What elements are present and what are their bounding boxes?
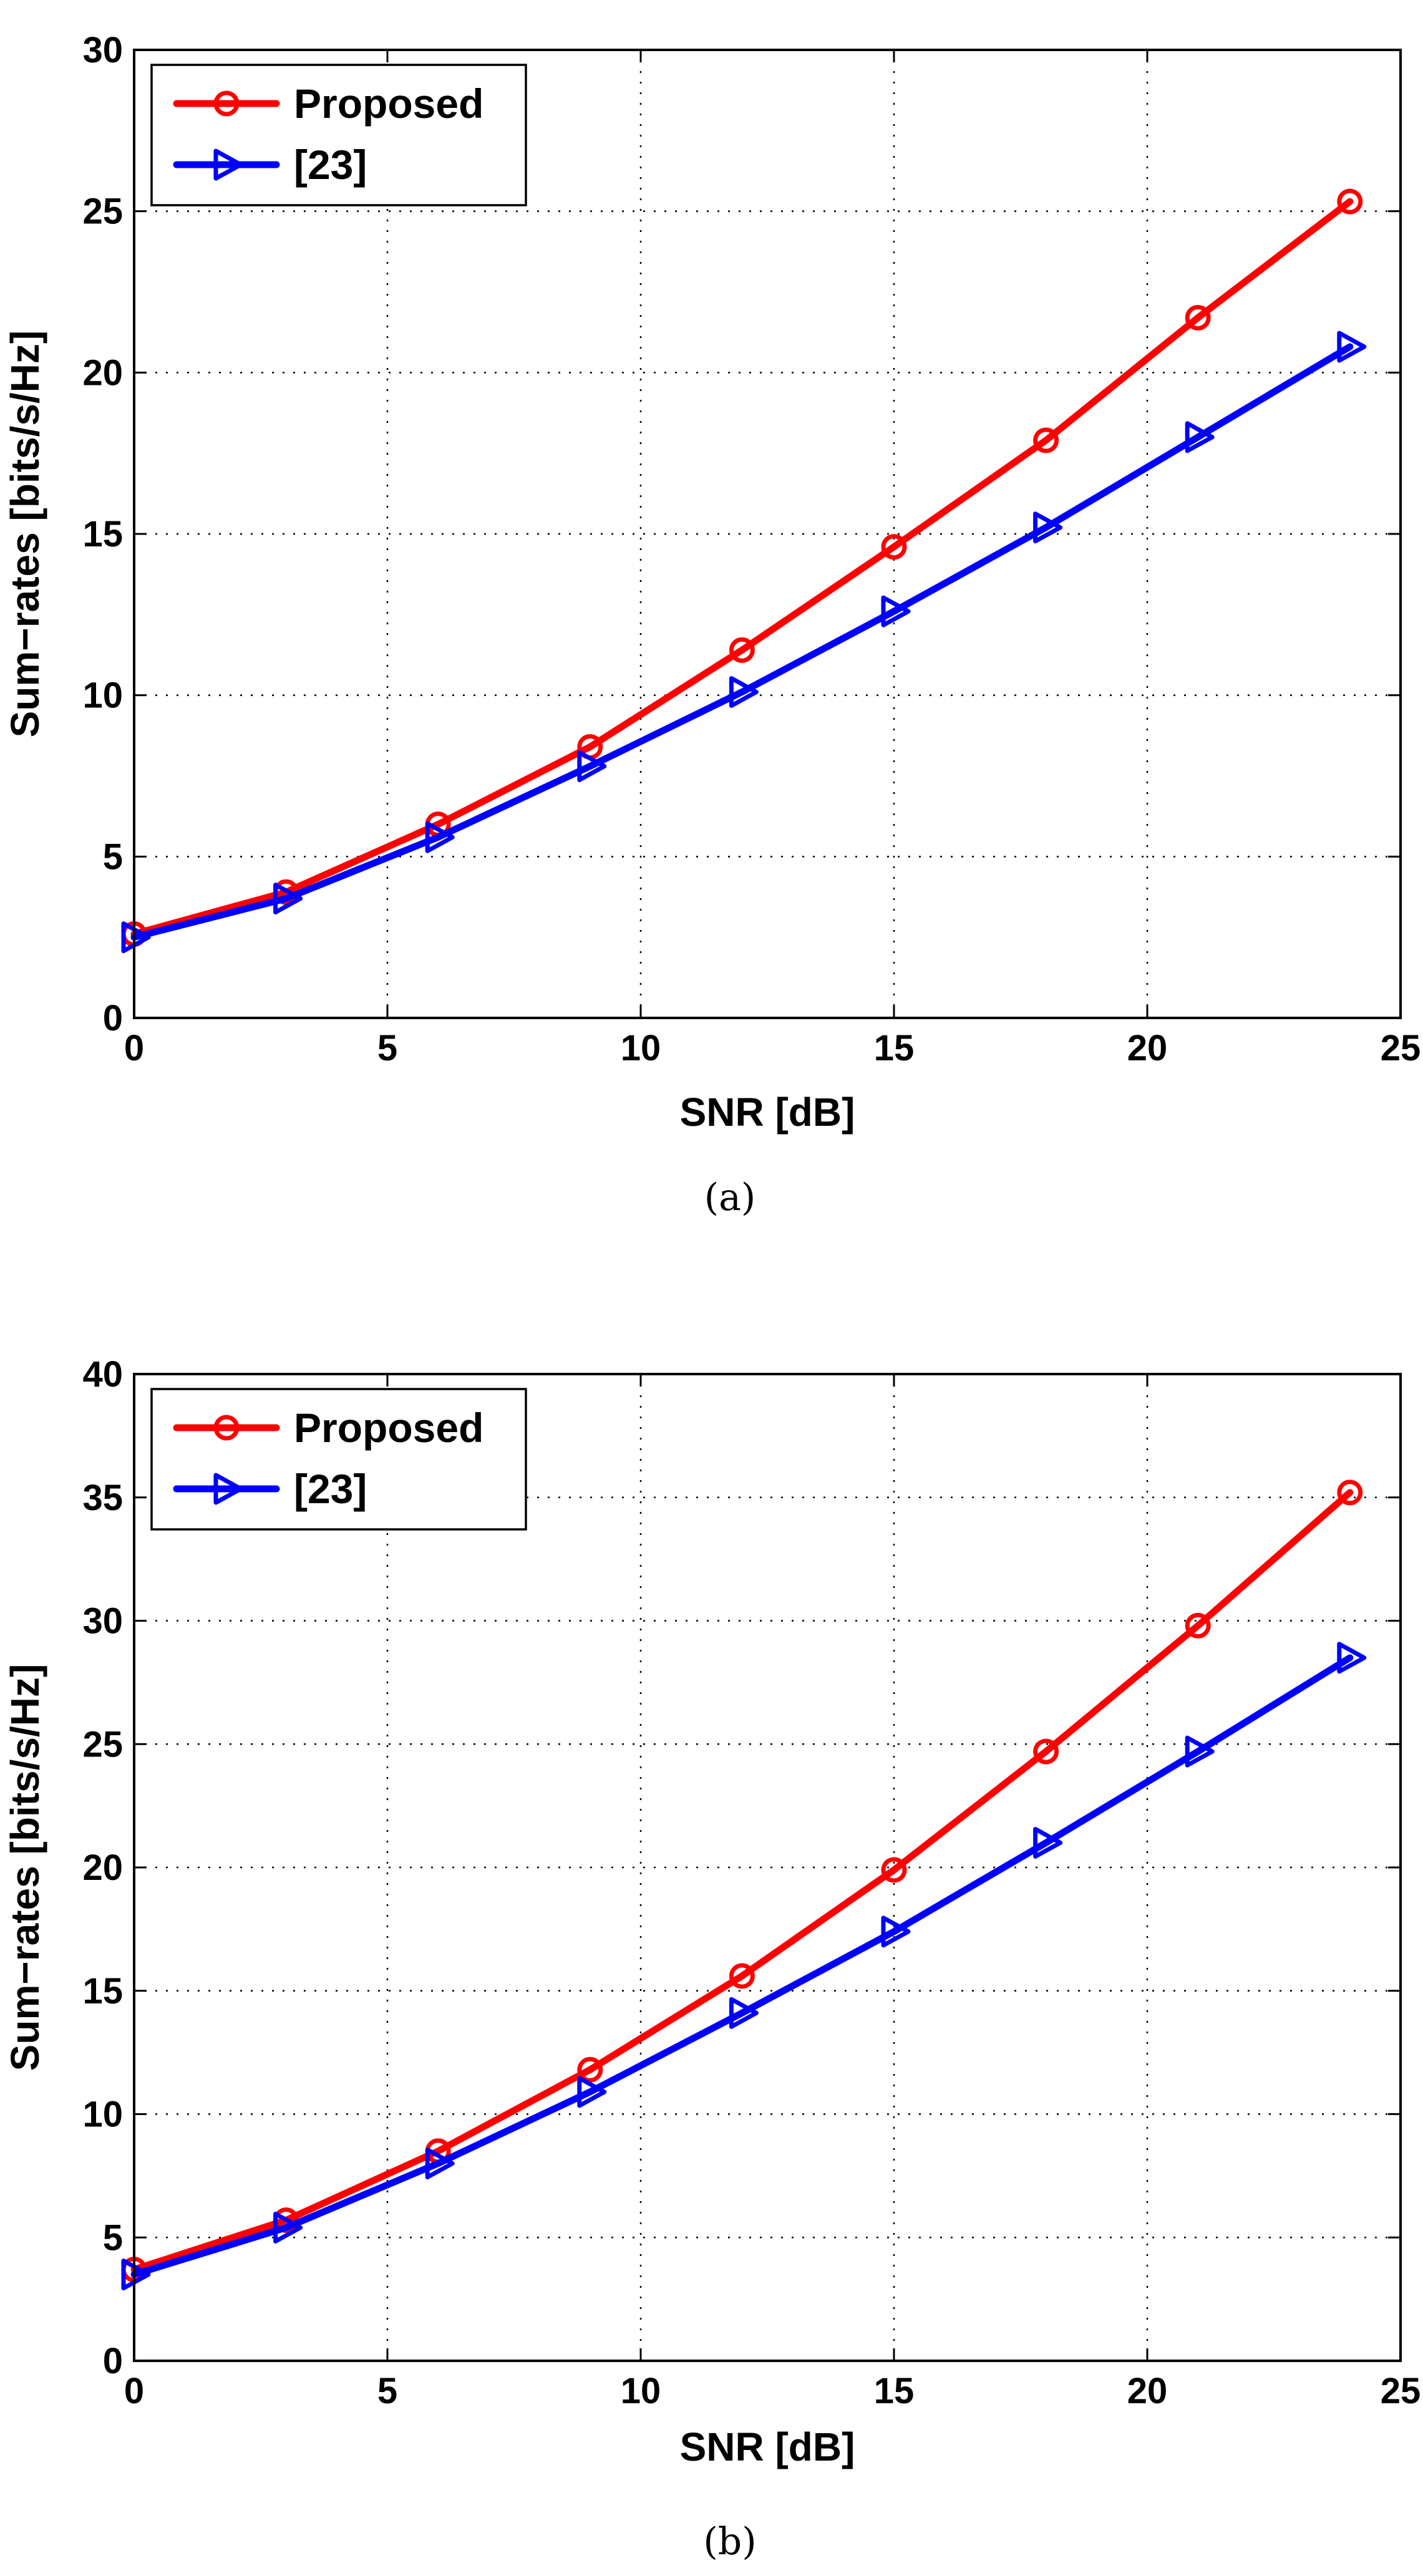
y-tick-label: 35 <box>82 1478 123 1518</box>
x-axis-label: SNR [dB] <box>680 2424 855 2469</box>
chart-panel-b: 0 5 10 15 20 25 0 5 10 15 20 25 30 35 40 SNR [dB] Sum−ra… <box>2 1354 1421 2469</box>
x-tick-label: 5 <box>377 1028 397 1068</box>
x-tick-label: 15 <box>874 1028 915 1068</box>
series-line <box>130 1489 1354 2273</box>
data-point <box>1185 1612 1211 1639</box>
legend-marker <box>213 90 240 117</box>
y-tick-label: 30 <box>82 30 123 70</box>
data-point <box>1185 421 1215 453</box>
series-line <box>130 343 1354 941</box>
legend-label: [23] <box>294 1466 367 1512</box>
legend-label: [23] <box>294 142 367 188</box>
data-point <box>729 675 759 708</box>
data-point <box>881 1857 907 1883</box>
y-tick-label: 0 <box>103 2341 123 2381</box>
y-tick-label: 40 <box>82 1354 123 1395</box>
plot-area <box>134 50 1401 1018</box>
y-tick-label: 10 <box>82 675 123 716</box>
chart-panel-a: 0 5 10 15 20 25 0 5 10 15 20 25 30 SNR [dB] Sum−rates … <box>2 30 1421 1135</box>
x-tick-label: 25 <box>1381 2371 1421 2411</box>
y-tick-label: 15 <box>82 1971 123 2012</box>
y-tick-label: 25 <box>82 1724 123 1765</box>
series-line <box>130 1654 1354 2278</box>
data-point <box>881 595 911 627</box>
y-tick-label: 20 <box>82 1847 123 1888</box>
data-point <box>1337 188 1363 215</box>
y-tick-label: 5 <box>103 2217 123 2258</box>
y-tick-label: 25 <box>82 191 123 232</box>
legend-box <box>150 64 527 206</box>
panel-a-caption: (a) <box>704 1176 756 1219</box>
data-point <box>121 2259 151 2291</box>
x-tick-label: 20 <box>1127 1028 1168 1068</box>
data-point <box>1185 1735 1215 1768</box>
panel-b-caption: (b) <box>703 2520 756 2564</box>
plot-frame <box>133 49 1402 1019</box>
data-point <box>881 534 907 560</box>
data-point <box>729 1997 759 2029</box>
legend-box <box>150 1388 527 1531</box>
x-tick-label: 10 <box>621 1028 661 1068</box>
y-tick-label: 0 <box>103 998 123 1039</box>
legend-marker <box>213 1415 240 1441</box>
y-tick-label: 5 <box>103 836 123 877</box>
data-point <box>1033 511 1063 544</box>
legend-label: Proposed <box>294 1405 483 1451</box>
data-point <box>1033 427 1059 453</box>
y-axis-label: Sum−rates [bits/s/Hz] <box>2 1664 47 2071</box>
data-point <box>121 921 151 954</box>
data-point <box>577 2056 603 2083</box>
legend-marker <box>213 1473 243 1505</box>
x-tick-label: 20 <box>1127 2371 1168 2411</box>
plot-frame <box>133 1373 1402 2362</box>
y-tick-label: 30 <box>82 1601 123 1642</box>
legend-label: Proposed <box>294 80 483 127</box>
data-point <box>729 1963 755 1989</box>
data-point <box>425 2147 455 2180</box>
data-point <box>577 750 607 782</box>
data-point <box>1337 331 1367 363</box>
y-tick-label: 10 <box>82 2094 123 2135</box>
x-tick-label: 15 <box>874 2371 915 2411</box>
data-point <box>577 2076 607 2108</box>
data-point <box>1185 304 1211 331</box>
data-point <box>273 883 303 915</box>
x-tick-label: 5 <box>377 2371 397 2411</box>
x-tick-label: 25 <box>1381 1028 1421 1068</box>
data-point <box>1033 1826 1063 1859</box>
data-point <box>273 2211 303 2244</box>
data-point <box>881 1915 911 1948</box>
data-point <box>425 821 455 853</box>
y-tick-label: 20 <box>82 352 123 393</box>
data-point <box>1033 1738 1059 1765</box>
data-point <box>1337 1642 1367 1674</box>
x-axis-label: SNR [dB] <box>680 1090 855 1135</box>
legend-marker <box>213 148 243 181</box>
series-line <box>130 198 1354 937</box>
x-tick-label: 0 <box>124 1028 144 1068</box>
x-tick-label: 10 <box>621 2371 661 2411</box>
data-point <box>1337 1479 1363 1506</box>
y-tick-label: 15 <box>82 514 123 554</box>
data-point <box>729 637 755 663</box>
x-tick-label: 0 <box>124 2371 144 2411</box>
y-axis-label: Sum−rates [bits/s/Hz] <box>2 331 47 738</box>
